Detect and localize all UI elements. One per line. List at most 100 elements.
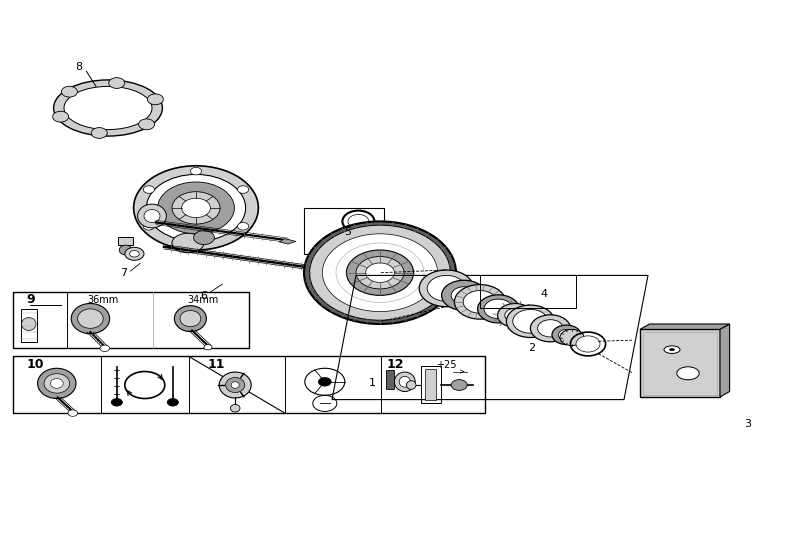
Ellipse shape (664, 346, 680, 353)
Ellipse shape (38, 368, 76, 399)
Ellipse shape (670, 349, 674, 351)
Ellipse shape (180, 310, 201, 327)
Ellipse shape (677, 367, 699, 380)
Ellipse shape (348, 214, 369, 228)
Ellipse shape (147, 94, 163, 105)
Polygon shape (720, 324, 730, 397)
Text: 9: 9 (26, 293, 34, 306)
Text: 11: 11 (208, 358, 226, 371)
Ellipse shape (54, 80, 162, 136)
Ellipse shape (394, 372, 415, 391)
Ellipse shape (506, 305, 554, 338)
Ellipse shape (190, 241, 202, 248)
Ellipse shape (576, 336, 600, 352)
Ellipse shape (204, 345, 212, 350)
Ellipse shape (230, 404, 240, 412)
Ellipse shape (399, 376, 410, 387)
Bar (13, 356, 485, 413)
Ellipse shape (484, 299, 513, 319)
Ellipse shape (44, 374, 70, 393)
Ellipse shape (463, 291, 497, 313)
Ellipse shape (146, 174, 246, 241)
Ellipse shape (322, 234, 438, 312)
Ellipse shape (226, 377, 245, 393)
Text: 5: 5 (345, 227, 351, 237)
Ellipse shape (130, 251, 139, 257)
Ellipse shape (125, 247, 144, 260)
Ellipse shape (138, 119, 154, 130)
Ellipse shape (62, 86, 78, 97)
Ellipse shape (560, 329, 584, 346)
Ellipse shape (71, 303, 110, 334)
Text: 4: 4 (541, 289, 547, 299)
Bar (421, 366, 441, 403)
Polygon shape (640, 324, 730, 329)
Bar (643, 332, 717, 395)
Text: 3: 3 (745, 419, 751, 429)
Ellipse shape (558, 329, 574, 340)
Text: 6: 6 (201, 291, 207, 301)
Ellipse shape (144, 210, 160, 222)
Ellipse shape (552, 325, 581, 345)
Text: 10: 10 (26, 358, 44, 371)
Ellipse shape (238, 222, 249, 230)
Ellipse shape (78, 309, 103, 328)
Ellipse shape (119, 245, 132, 255)
Ellipse shape (172, 192, 220, 224)
Ellipse shape (182, 198, 210, 218)
Ellipse shape (190, 167, 202, 175)
Ellipse shape (172, 233, 204, 253)
Ellipse shape (307, 265, 320, 273)
Text: 12: 12 (386, 358, 404, 371)
Bar (386, 370, 394, 389)
Ellipse shape (406, 381, 416, 389)
Ellipse shape (505, 308, 526, 322)
Ellipse shape (138, 204, 166, 228)
Bar (118, 237, 133, 245)
Bar (21, 309, 37, 342)
Text: 8: 8 (75, 63, 82, 72)
Bar (640, 329, 720, 397)
Bar (480, 275, 576, 308)
Ellipse shape (143, 222, 154, 230)
Ellipse shape (498, 303, 533, 327)
Ellipse shape (219, 372, 251, 398)
Ellipse shape (336, 233, 355, 242)
Ellipse shape (158, 182, 234, 234)
Text: 7: 7 (121, 268, 127, 278)
Ellipse shape (100, 345, 110, 352)
Bar (13, 292, 249, 348)
Bar (304, 208, 384, 254)
Text: 36mm: 36mm (87, 295, 119, 305)
Ellipse shape (451, 380, 467, 390)
Ellipse shape (419, 270, 474, 307)
Ellipse shape (318, 377, 331, 386)
Ellipse shape (134, 166, 258, 250)
Text: 2: 2 (529, 343, 535, 353)
Ellipse shape (50, 379, 63, 388)
Ellipse shape (427, 275, 466, 301)
Ellipse shape (194, 231, 214, 245)
Polygon shape (279, 239, 296, 244)
Ellipse shape (167, 399, 178, 406)
Ellipse shape (442, 280, 486, 310)
Ellipse shape (109, 78, 125, 89)
Ellipse shape (53, 111, 69, 122)
Ellipse shape (143, 186, 154, 193)
Ellipse shape (304, 221, 456, 324)
Ellipse shape (451, 287, 477, 304)
Text: +25: +25 (436, 360, 457, 369)
Ellipse shape (454, 285, 506, 319)
Bar (425, 369, 436, 400)
Ellipse shape (64, 86, 152, 130)
Ellipse shape (530, 315, 570, 342)
Ellipse shape (22, 318, 36, 330)
Text: 1: 1 (369, 379, 375, 388)
Ellipse shape (231, 382, 239, 388)
Text: 34mm: 34mm (187, 295, 219, 305)
Ellipse shape (356, 256, 404, 289)
Ellipse shape (341, 235, 350, 240)
Ellipse shape (174, 306, 206, 332)
Ellipse shape (478, 295, 519, 323)
Ellipse shape (310, 225, 450, 320)
